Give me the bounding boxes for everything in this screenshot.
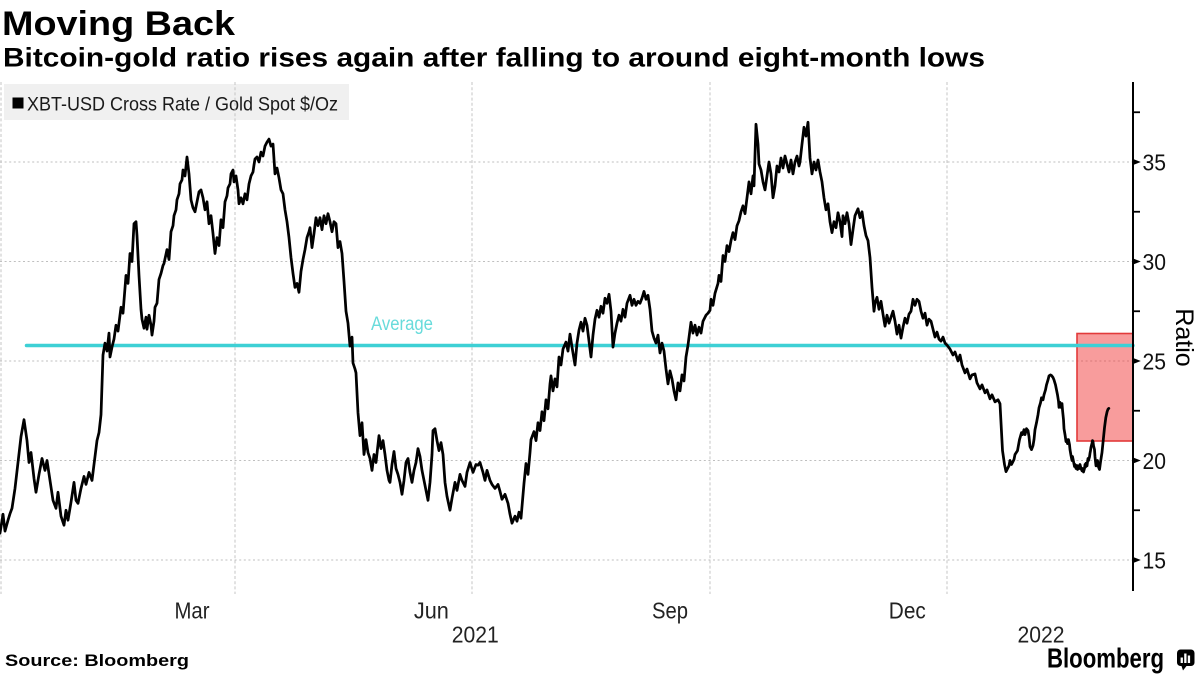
svg-text:25: 25 [1143, 349, 1167, 375]
svg-text:XBT-USD Cross Rate / Gold Spot: XBT-USD Cross Rate / Gold Spot $/Oz [27, 94, 338, 116]
svg-text:Dec: Dec [889, 598, 926, 624]
svg-text:30: 30 [1143, 249, 1167, 275]
svg-text:Jun: Jun [414, 598, 449, 624]
svg-text:2021: 2021 [452, 622, 499, 648]
svg-text:Ratio: Ratio [1170, 308, 1198, 366]
svg-text:Bloomberg: Bloomberg [1047, 643, 1164, 674]
svg-text:Bitcoin-gold ratio rises again: Bitcoin-gold ratio rises again after fal… [3, 43, 985, 73]
svg-text:20: 20 [1143, 448, 1167, 474]
svg-text:35: 35 [1143, 150, 1167, 176]
svg-text:Sep: Sep [652, 598, 688, 624]
svg-text:15: 15 [1143, 548, 1167, 574]
svg-text:Average: Average [371, 314, 433, 335]
svg-text:Mar: Mar [175, 598, 210, 624]
svg-text:2022: 2022 [1018, 622, 1065, 648]
svg-text:Moving Back: Moving Back [2, 5, 235, 43]
svg-text:Source: Bloomberg: Source: Bloomberg [5, 651, 189, 670]
